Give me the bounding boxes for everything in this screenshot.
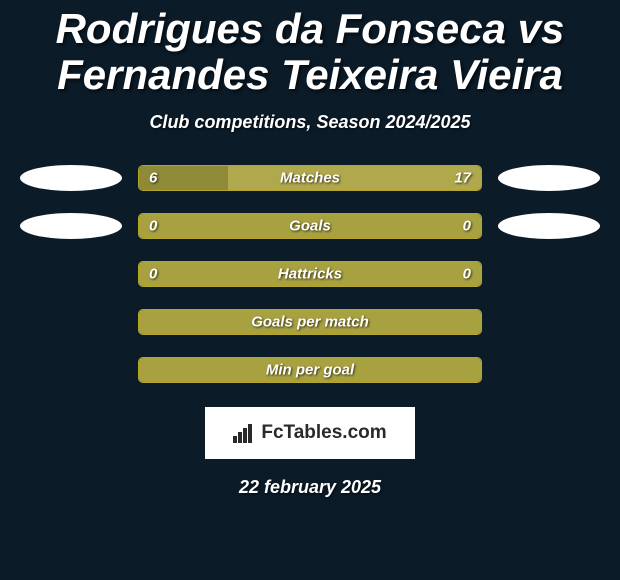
stat-row: Goals per match bbox=[10, 309, 610, 335]
stat-bar: 0 0 Goals bbox=[138, 213, 482, 239]
stat-value-left: 0 bbox=[149, 218, 157, 235]
comparison-infographic: Rodrigues da Fonseca vs Fernandes Teixei… bbox=[0, 0, 620, 580]
stat-value-right: 0 bbox=[463, 218, 471, 235]
stat-label: Goals bbox=[289, 218, 331, 235]
brand-chart-icon bbox=[233, 423, 255, 443]
datestamp: 22 february 2025 bbox=[0, 477, 620, 498]
stat-label: Min per goal bbox=[266, 362, 354, 379]
player-emblem-left bbox=[20, 165, 122, 191]
brand-text: FcTables.com bbox=[261, 422, 386, 444]
stat-label: Matches bbox=[280, 170, 340, 187]
stat-bar: 6 17 Matches bbox=[138, 165, 482, 191]
stat-value-left: 6 bbox=[149, 170, 157, 187]
player-emblem-right bbox=[498, 165, 600, 191]
stat-row: 6 17 Matches bbox=[10, 165, 610, 191]
brand-box: FcTables.com bbox=[205, 407, 415, 459]
stat-row: 0 0 Goals bbox=[10, 213, 610, 239]
stat-value-right: 0 bbox=[463, 266, 471, 283]
stat-bar: Min per goal bbox=[138, 357, 482, 383]
stat-value-right: 17 bbox=[454, 170, 471, 187]
stat-rows: 6 17 Matches 0 0 Goals 0 0 Hattricks Goals per ma… bbox=[0, 165, 620, 383]
stat-bar: Goals per match bbox=[138, 309, 482, 335]
stat-label: Hattricks bbox=[278, 266, 342, 283]
page-title: Rodrigues da Fonseca vs Fernandes Teixei… bbox=[0, 0, 620, 102]
stat-bar-right-fill bbox=[228, 166, 481, 190]
player-emblem-right bbox=[498, 213, 600, 239]
stat-value-left: 0 bbox=[149, 266, 157, 283]
player-emblem-left bbox=[20, 213, 122, 239]
stat-row: 0 0 Hattricks bbox=[10, 261, 610, 287]
subtitle: Club competitions, Season 2024/2025 bbox=[0, 112, 620, 133]
stat-row: Min per goal bbox=[10, 357, 610, 383]
stat-label: Goals per match bbox=[251, 314, 369, 331]
stat-bar: 0 0 Hattricks bbox=[138, 261, 482, 287]
